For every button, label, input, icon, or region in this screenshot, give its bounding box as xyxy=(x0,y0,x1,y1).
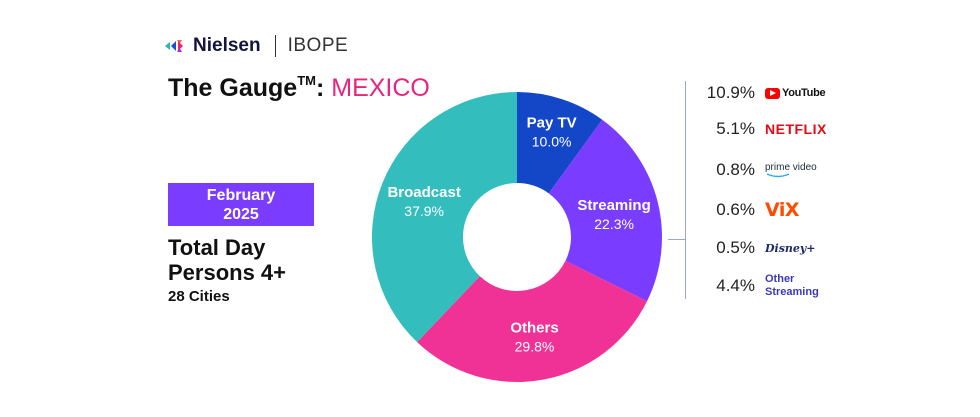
slice-pay-tv xyxy=(517,92,603,194)
service-name: YouTube xyxy=(782,87,826,99)
youtube-logo-icon: YouTube xyxy=(765,87,826,99)
service-row-youtube: 10.9% YouTube xyxy=(688,81,888,105)
service-share: 4.4% xyxy=(716,276,755,295)
streaming-bracket xyxy=(685,81,686,299)
logo-separator xyxy=(274,35,276,57)
brand-name: Nielsen xyxy=(193,35,261,56)
service-name: prime video xyxy=(765,162,817,173)
service-row-other-streaming: 4.4% Other Streaming xyxy=(688,272,888,300)
measure-audience: Persons 4+ xyxy=(168,260,287,285)
service-row-disney-plus: 0.5% Disney+ xyxy=(688,236,888,260)
title-prefix: The Gauge xyxy=(168,74,298,102)
service-row-netflix: 5.1% NETFLIX xyxy=(688,117,888,141)
slice-broadcast xyxy=(371,92,517,343)
service-share: 5.1% xyxy=(716,119,755,138)
slice-label: Others xyxy=(510,319,558,336)
logo-row: Nielsen IBOPE xyxy=(165,33,348,59)
period-year: 2025 xyxy=(223,205,259,223)
service-share: 0.6% xyxy=(716,200,755,219)
title-colon: : xyxy=(315,74,325,102)
partner-name: IBOPE xyxy=(287,35,349,56)
service-share: 0.8% xyxy=(716,160,755,179)
period-badge: February 2025 xyxy=(168,183,314,226)
prime-smile-icon xyxy=(766,173,790,178)
trademark-symbol: TM xyxy=(297,73,316,88)
period-month: February xyxy=(206,186,276,204)
vix-logo-icon: ViX xyxy=(765,199,800,221)
slice-label: Streaming xyxy=(577,197,650,214)
service-share: 10.9% xyxy=(706,83,755,102)
slice-value-label: 29.8% xyxy=(515,338,555,354)
service-row-prime-video: 0.8% prime video xyxy=(688,158,888,182)
measure-label: Total Day Persons 4+ xyxy=(168,235,286,285)
measure-daypart: Total Day xyxy=(168,235,266,260)
service-row-vix: 0.6% ViX xyxy=(688,198,888,222)
slice-label: Broadcast xyxy=(387,184,460,201)
country-name: MEXICO xyxy=(331,74,430,102)
slice-value-label: 22.3% xyxy=(594,216,634,232)
slice-value-label: 10.0% xyxy=(532,133,572,149)
streaming-bracket-connector xyxy=(668,239,685,240)
measure-cities: 28 Cities xyxy=(168,288,230,305)
disney-plus-logo-icon: Disney+ xyxy=(765,241,816,255)
slice-label: Pay TV xyxy=(527,114,577,131)
other-streaming-label: Other Streaming xyxy=(765,273,819,298)
page-title: The GaugeTM: MEXICO xyxy=(168,73,430,103)
slice-streaming xyxy=(548,119,663,302)
prime-video-logo-icon: prime video xyxy=(765,162,817,178)
slice-value-label: 37.9% xyxy=(404,203,444,219)
service-share: 0.5% xyxy=(716,238,755,257)
nielsen-logo-icon xyxy=(165,40,183,52)
slice-others xyxy=(417,260,648,382)
netflix-logo-icon: NETFLIX xyxy=(765,121,827,137)
